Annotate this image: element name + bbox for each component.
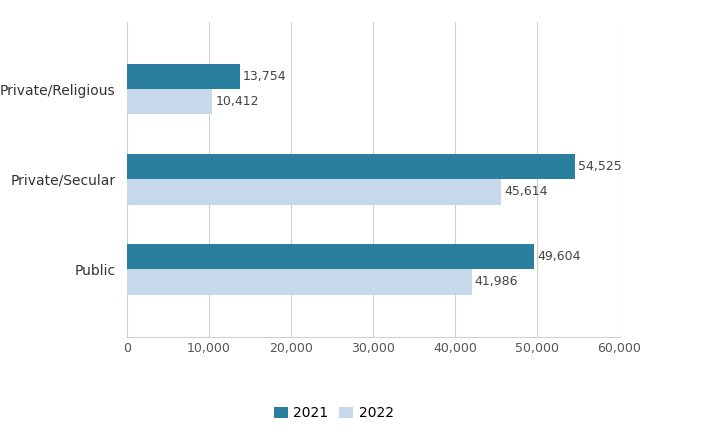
Legend: 2021, 2022: 2021, 2022 [268, 400, 399, 426]
Bar [127, 179, 501, 204]
Text: 10,412: 10,412 [215, 95, 259, 108]
Text: 49,604: 49,604 [537, 250, 581, 263]
Text: 13,754: 13,754 [243, 70, 287, 83]
Bar [127, 89, 212, 114]
Bar [127, 154, 574, 179]
Bar [127, 244, 534, 270]
Text: 45,614: 45,614 [505, 185, 548, 198]
Text: 41,986: 41,986 [475, 276, 518, 289]
Bar [127, 64, 239, 89]
Text: 54,525: 54,525 [578, 160, 622, 173]
Bar [127, 270, 472, 295]
